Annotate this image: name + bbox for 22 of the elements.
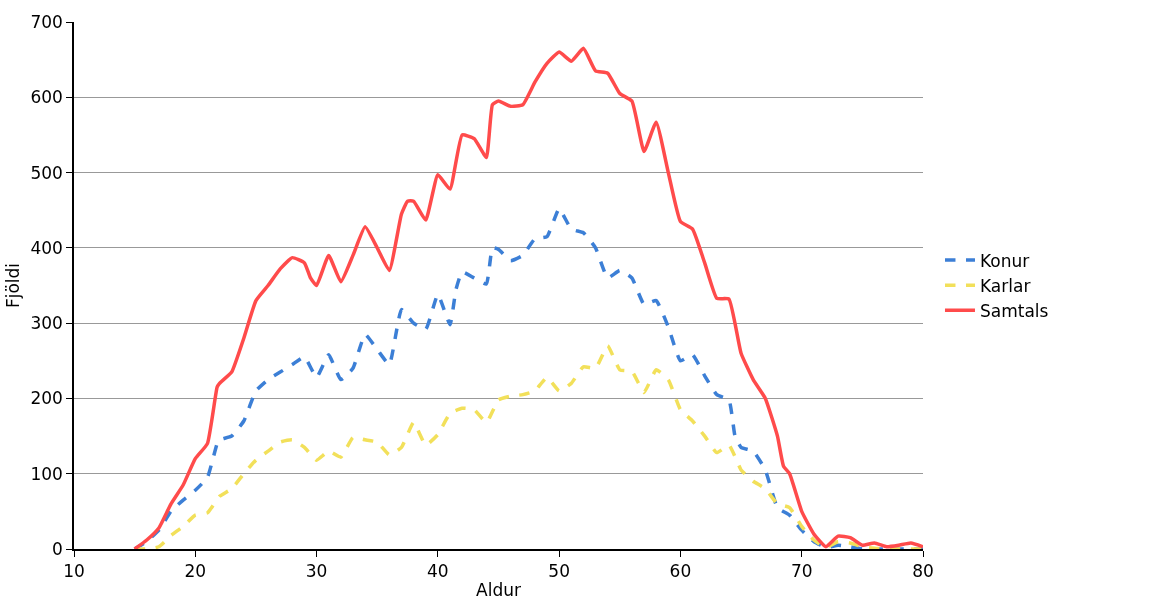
y-tick-label: 100 bbox=[30, 463, 63, 484]
y-tick-label: 0 bbox=[52, 538, 63, 559]
y-tick-label: 600 bbox=[30, 87, 63, 108]
y-tick-label: 400 bbox=[30, 237, 63, 258]
legend-label: Konur bbox=[979, 250, 1030, 271]
y-tick-label: 200 bbox=[30, 388, 63, 409]
x-tick-label: 50 bbox=[548, 561, 570, 582]
x-tick-label: 70 bbox=[790, 561, 813, 582]
x-tick-label: 60 bbox=[669, 561, 692, 582]
x-tick-label: 20 bbox=[184, 561, 207, 582]
line-series bbox=[132, 46, 923, 549]
legend-label: Samtals bbox=[979, 300, 1049, 321]
x-tick-label: 80 bbox=[912, 561, 934, 582]
y-tick-label: 500 bbox=[30, 162, 63, 183]
x-axis-title: Aldur bbox=[476, 580, 521, 601]
x-tick-label: 10 bbox=[63, 561, 85, 582]
x-tick-label: 40 bbox=[427, 561, 449, 582]
y-axis-title: Fjöldi bbox=[3, 262, 24, 309]
y-tick-label: 700 bbox=[30, 11, 63, 32]
y-tick-label: 300 bbox=[30, 313, 63, 334]
legend-label: Karlar bbox=[979, 275, 1031, 296]
x-tick-label: 30 bbox=[305, 561, 328, 582]
